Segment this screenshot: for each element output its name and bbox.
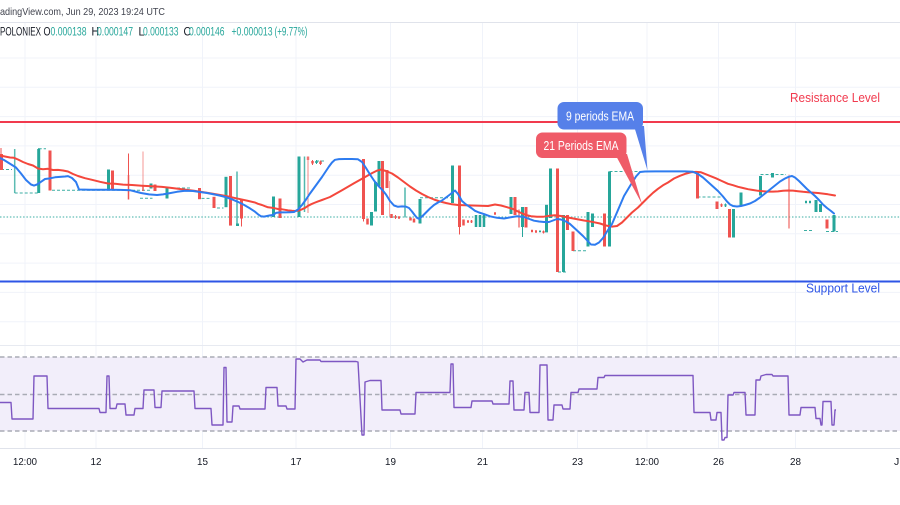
svg-text:23: 23 [572,456,583,468]
svg-text:0.000147: 0.000147 [97,27,133,39]
svg-text:Resistance Level: Resistance Level [790,90,880,105]
svg-text:adingView.com, Jun 29, 2023 19: adingView.com, Jun 29, 2023 19:24 UTC [0,6,165,18]
svg-text:J: J [894,456,899,468]
svg-text:17: 17 [291,456,302,468]
svg-text:19: 19 [385,456,396,468]
svg-text:POLONIEX: POLONIEX [0,27,41,39]
svg-text:15: 15 [197,456,208,468]
svg-text:+0.000013: +0.000013 [232,27,273,39]
svg-text:0.000138: 0.000138 [51,27,87,39]
svg-text:26: 26 [713,456,724,468]
svg-text:0.000146: 0.000146 [189,27,225,39]
svg-text:O: O [44,27,51,39]
svg-text:28: 28 [790,456,801,468]
svg-text:0.000133: 0.000133 [143,27,179,39]
svg-text:L: L [139,27,146,39]
svg-text:12:00: 12:00 [635,456,659,468]
svg-text:Support Level: Support Level [806,281,880,296]
svg-text:12:00: 12:00 [13,456,37,468]
svg-text:H: H [92,27,100,39]
svg-text:21: 21 [477,456,488,468]
svg-text:9 periods EMA: 9 periods EMA [566,110,635,124]
svg-text:21 Periods EMA: 21 Periods EMA [544,139,620,153]
svg-text:C: C [184,27,192,39]
svg-text:(+9.77%): (+9.77%) [275,27,308,39]
svg-text:12: 12 [91,456,102,468]
